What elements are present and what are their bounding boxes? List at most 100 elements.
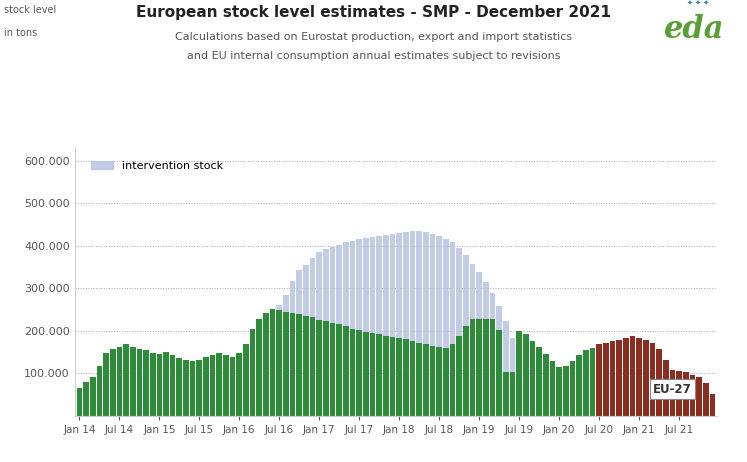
Bar: [423, 232, 429, 416]
Bar: [470, 319, 475, 416]
Bar: [636, 338, 642, 416]
Bar: [563, 365, 568, 416]
Legend: intervention stock: intervention stock: [87, 156, 228, 175]
Bar: [103, 353, 109, 416]
Bar: [350, 241, 356, 416]
Bar: [483, 282, 489, 416]
Text: in tons: in tons: [4, 28, 37, 38]
Bar: [343, 242, 349, 416]
Bar: [356, 330, 362, 416]
Bar: [363, 332, 369, 416]
Bar: [536, 347, 542, 416]
Bar: [210, 355, 215, 416]
Bar: [243, 344, 249, 416]
Bar: [317, 320, 322, 416]
Bar: [703, 383, 709, 416]
Bar: [170, 355, 176, 416]
Bar: [190, 361, 196, 416]
Text: Calculations based on Eurostat production, export and import statistics: Calculations based on Eurostat productio…: [175, 32, 572, 43]
Bar: [516, 331, 522, 416]
Bar: [603, 343, 609, 416]
Bar: [323, 249, 329, 416]
Bar: [696, 377, 702, 416]
Bar: [336, 245, 342, 416]
Bar: [436, 347, 442, 416]
Bar: [523, 334, 529, 416]
Bar: [383, 235, 388, 416]
Bar: [650, 343, 655, 416]
Text: European stock level estimates - SMP - December 2021: European stock level estimates - SMP - D…: [136, 5, 611, 19]
Bar: [463, 327, 468, 416]
Bar: [490, 293, 495, 416]
Bar: [477, 272, 482, 416]
Bar: [276, 305, 282, 416]
Bar: [183, 359, 189, 416]
Text: stock level: stock level: [4, 5, 56, 15]
Bar: [416, 231, 422, 416]
Bar: [403, 232, 409, 416]
Bar: [496, 306, 502, 416]
Bar: [570, 361, 575, 416]
Bar: [390, 337, 395, 416]
Bar: [596, 344, 602, 416]
Bar: [450, 242, 456, 416]
Bar: [290, 313, 296, 416]
Bar: [143, 350, 149, 416]
Bar: [217, 353, 222, 416]
Bar: [329, 323, 335, 416]
Bar: [503, 322, 509, 416]
Bar: [276, 310, 282, 416]
Bar: [297, 270, 302, 416]
Bar: [397, 233, 402, 416]
Bar: [443, 239, 449, 416]
Bar: [237, 353, 242, 416]
Bar: [616, 340, 622, 416]
Bar: [343, 327, 349, 416]
Bar: [363, 238, 369, 416]
Bar: [676, 371, 682, 416]
Bar: [589, 348, 595, 416]
Bar: [583, 350, 589, 416]
Bar: [463, 255, 468, 416]
Text: and EU internal consumption annual estimates subject to revisions: and EU internal consumption annual estim…: [187, 51, 560, 61]
Bar: [456, 248, 462, 416]
Bar: [443, 348, 449, 416]
Bar: [150, 353, 155, 416]
Bar: [430, 234, 436, 416]
Bar: [397, 338, 402, 416]
Bar: [370, 333, 376, 416]
Bar: [83, 382, 89, 416]
Bar: [410, 341, 415, 416]
Bar: [356, 239, 362, 416]
Bar: [176, 359, 182, 416]
Bar: [390, 234, 395, 416]
Bar: [350, 328, 356, 416]
Bar: [669, 370, 675, 416]
Bar: [370, 237, 376, 416]
Bar: [577, 355, 582, 416]
Bar: [543, 354, 549, 416]
Bar: [456, 336, 462, 416]
Bar: [303, 265, 309, 416]
Bar: [317, 252, 322, 416]
Bar: [416, 343, 422, 416]
Bar: [303, 316, 309, 416]
Bar: [550, 361, 555, 416]
Bar: [76, 388, 82, 416]
Bar: [496, 330, 502, 416]
Bar: [610, 341, 616, 416]
Bar: [450, 344, 456, 416]
Bar: [163, 352, 169, 416]
Bar: [683, 372, 689, 416]
Bar: [310, 317, 315, 416]
Bar: [436, 236, 442, 416]
Bar: [410, 231, 415, 416]
Bar: [630, 336, 635, 416]
Bar: [643, 340, 648, 416]
Bar: [110, 349, 116, 416]
Bar: [376, 236, 382, 416]
Bar: [123, 344, 128, 416]
Bar: [710, 394, 716, 416]
Bar: [270, 309, 276, 416]
Bar: [117, 347, 123, 416]
